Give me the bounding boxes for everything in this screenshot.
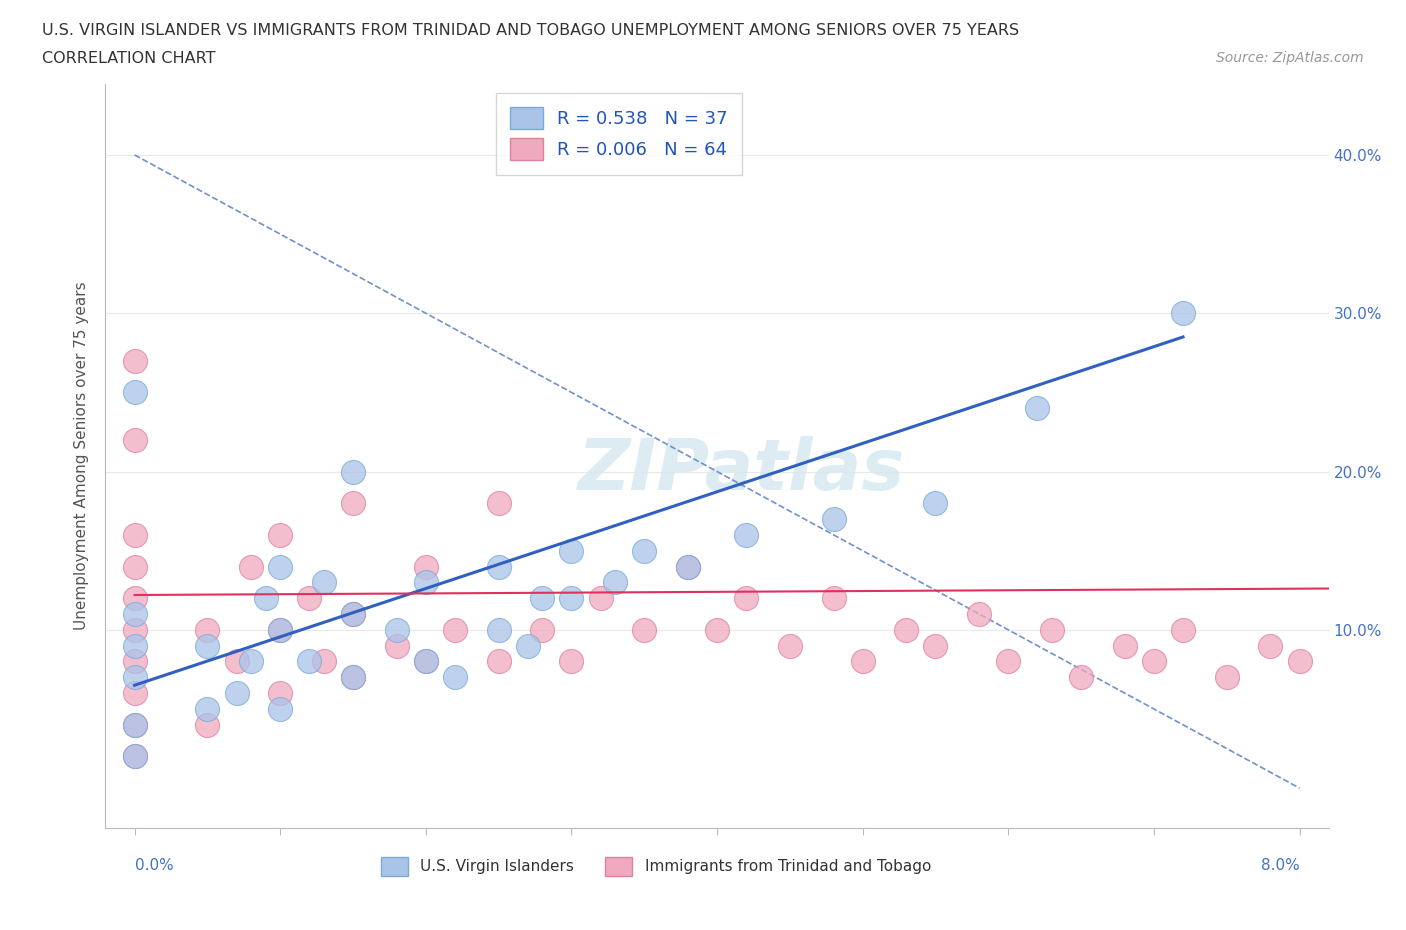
Point	[124, 749, 146, 764]
Point	[312, 654, 335, 669]
Point	[823, 512, 845, 526]
Point	[269, 559, 291, 574]
Text: U.S. VIRGIN ISLANDER VS IMMIGRANTS FROM TRINIDAD AND TOBAGO UNEMPLOYMENT AMONG S: U.S. VIRGIN ISLANDER VS IMMIGRANTS FROM …	[42, 23, 1019, 38]
Point	[488, 622, 510, 637]
Point	[298, 591, 321, 605]
Point	[124, 638, 146, 653]
Point	[298, 654, 321, 669]
Point	[1361, 654, 1384, 669]
Point	[415, 559, 437, 574]
Point	[124, 591, 146, 605]
Point	[633, 622, 655, 637]
Point	[269, 622, 291, 637]
Point	[124, 527, 146, 542]
Point	[924, 638, 946, 653]
Point	[779, 638, 801, 653]
Point	[1026, 401, 1049, 416]
Point	[124, 685, 146, 700]
Text: Source: ZipAtlas.com: Source: ZipAtlas.com	[1216, 51, 1364, 65]
Point	[124, 717, 146, 732]
Point	[225, 685, 247, 700]
Point	[676, 559, 699, 574]
Point	[124, 654, 146, 669]
Point	[342, 606, 364, 621]
Point	[1260, 638, 1282, 653]
Point	[342, 670, 364, 684]
Point	[823, 591, 845, 605]
Point	[124, 749, 146, 764]
Point	[312, 575, 335, 590]
Point	[124, 353, 146, 368]
Point	[195, 701, 219, 716]
Point	[124, 717, 146, 732]
Point	[560, 654, 582, 669]
Point	[488, 559, 510, 574]
Point	[342, 496, 364, 511]
Point	[444, 670, 467, 684]
Y-axis label: Unemployment Among Seniors over 75 years: Unemployment Among Seniors over 75 years	[75, 282, 90, 630]
Point	[1331, 685, 1354, 700]
Point	[415, 575, 437, 590]
Point	[124, 385, 146, 400]
Point	[560, 543, 582, 558]
Point	[342, 464, 364, 479]
Point	[676, 559, 699, 574]
Point	[852, 654, 875, 669]
Point	[254, 591, 277, 605]
Point	[269, 527, 291, 542]
Point	[1114, 638, 1136, 653]
Point	[195, 717, 219, 732]
Text: 0.0%: 0.0%	[135, 858, 173, 873]
Point	[1288, 654, 1310, 669]
Point	[240, 654, 263, 669]
Point	[735, 591, 758, 605]
Point	[124, 559, 146, 574]
Point	[605, 575, 627, 590]
Point	[124, 622, 146, 637]
Point	[415, 654, 437, 669]
Point	[124, 606, 146, 621]
Point	[225, 654, 247, 669]
Point	[1070, 670, 1092, 684]
Point	[633, 543, 655, 558]
Text: CORRELATION CHART: CORRELATION CHART	[42, 51, 215, 66]
Point	[342, 670, 364, 684]
Point	[1171, 306, 1194, 321]
Point	[589, 591, 612, 605]
Point	[1215, 670, 1237, 684]
Point	[706, 622, 728, 637]
Point	[516, 638, 538, 653]
Point	[240, 559, 263, 574]
Point	[1143, 654, 1166, 669]
Point	[735, 527, 758, 542]
Point	[531, 622, 554, 637]
Point	[415, 654, 437, 669]
Point	[444, 622, 467, 637]
Text: ZIPatlas: ZIPatlas	[578, 436, 905, 505]
Text: 8.0%: 8.0%	[1261, 858, 1299, 873]
Point	[924, 496, 946, 511]
Point	[1040, 622, 1063, 637]
Point	[269, 622, 291, 637]
Point	[195, 622, 219, 637]
Point	[560, 591, 582, 605]
Point	[385, 622, 408, 637]
Point	[896, 622, 918, 637]
Point	[269, 685, 291, 700]
Point	[195, 638, 219, 653]
Legend: U.S. Virgin Islanders, Immigrants from Trinidad and Tobago: U.S. Virgin Islanders, Immigrants from T…	[373, 849, 939, 884]
Point	[997, 654, 1019, 669]
Point	[124, 432, 146, 447]
Point	[269, 701, 291, 716]
Point	[967, 606, 990, 621]
Point	[342, 606, 364, 621]
Point	[124, 670, 146, 684]
Point	[531, 591, 554, 605]
Point	[488, 654, 510, 669]
Point	[385, 638, 408, 653]
Point	[488, 496, 510, 511]
Point	[1171, 622, 1194, 637]
